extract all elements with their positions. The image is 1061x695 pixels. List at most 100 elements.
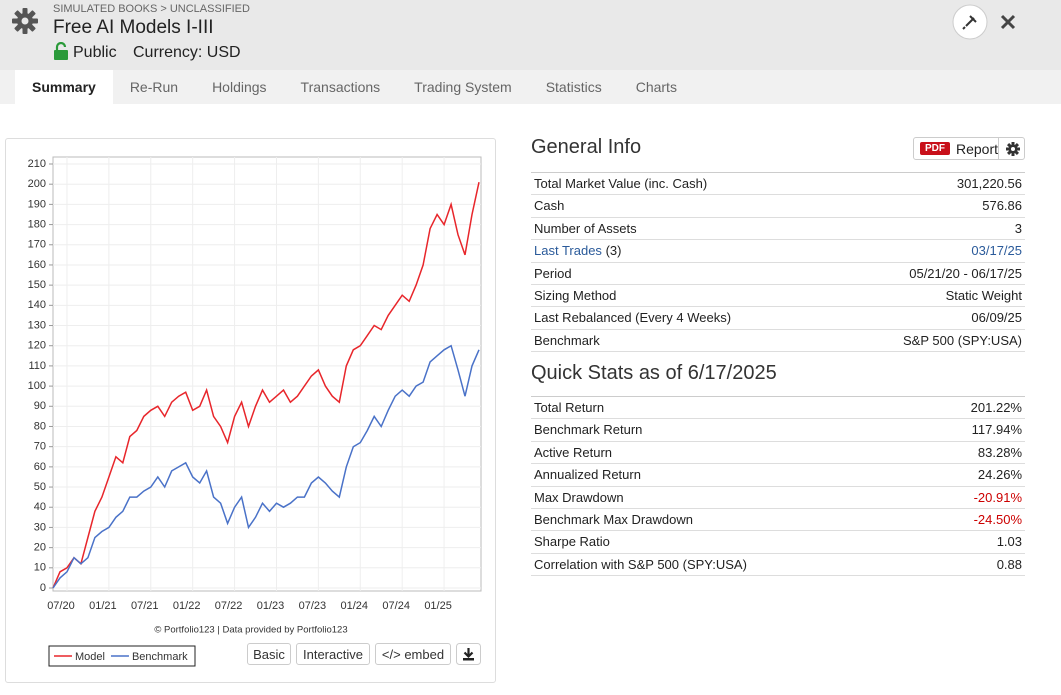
row-value: -24.50%	[973, 511, 1022, 527]
chart: 0 10 20 30 40 50 60 70 80 90 100 110 120 130 140 150 160…	[28, 156, 482, 667]
row-label: Last Rebalanced (Every 4 Weeks)	[534, 310, 732, 326]
tab[interactable]: Holdings	[212, 79, 267, 95]
row-value: 301,220.56	[956, 176, 1022, 191]
table-row: Correlation with S&P 500 (SPY:USA) 0.88	[531, 554, 1025, 577]
lock-icon	[54, 42, 68, 60]
header	[0, 0, 1061, 70]
row-label: Correlation with S&P 500 (SPY:USA)	[534, 556, 747, 572]
close-button[interactable]	[1000, 14, 1016, 30]
settings-icon[interactable]	[11, 7, 39, 35]
y-tick-label: 100	[28, 380, 46, 392]
y-tick-label: 110	[28, 360, 46, 372]
y-tick-label: 190	[28, 198, 46, 210]
embed-button[interactable]: </> embed	[375, 643, 451, 665]
tab-bar: Summary Re-Run Holdings Transactions Trading…	[0, 70, 1061, 104]
row-label-cell: Sizing Method	[534, 285, 616, 306]
report-settings-icon[interactable]	[1006, 142, 1020, 156]
table-row: Benchmark S&P 500 (SPY:USA)	[531, 330, 1025, 353]
row-label-cell: Annualized Return	[534, 464, 641, 485]
row-value: 1.03	[996, 534, 1022, 550]
title: Free AI Models I-III	[53, 17, 214, 38]
pin-button[interactable]	[952, 4, 988, 40]
row-value: -20.91%	[973, 489, 1022, 505]
y-tick-label: 120	[28, 340, 46, 352]
legend-label: Model	[75, 651, 105, 663]
tab[interactable]: Statistics	[545, 79, 602, 95]
y-tick-label: 40	[34, 501, 46, 513]
table-row: Benchmark Return 117.94%	[531, 419, 1025, 442]
header-actions	[952, 4, 1016, 40]
plot-area	[52, 156, 482, 592]
x-tick-label: 01/23	[257, 600, 285, 612]
y-tick-label: 150	[28, 279, 46, 291]
visibility: Public	[73, 44, 117, 61]
table-row: Cash 576.86	[531, 195, 1025, 218]
report-label: Report	[956, 141, 999, 157]
tab[interactable]: Charts	[635, 79, 677, 95]
pdf-badge: PDF	[920, 142, 950, 155]
row-label-cell: Active Return	[534, 442, 612, 463]
basic-button[interactable]: Basic	[247, 643, 291, 665]
y-tick-label: 130	[28, 319, 46, 331]
tab[interactable]: Summary	[15, 70, 113, 104]
tab[interactable]: Re-Run	[129, 79, 179, 95]
row-value: 576.86	[982, 198, 1022, 214]
row-label-cell: Benchmark Return	[534, 419, 642, 440]
section-title: General Info	[531, 136, 642, 158]
table-row: Last Trades (3) 03/17/25	[531, 240, 1025, 263]
table-row: Max Drawdown -20.91%	[531, 487, 1025, 509]
row-label: Total Market Value (inc. Cash)	[534, 176, 708, 191]
table-row: Annualized Return 24.26%	[531, 464, 1025, 487]
y-tick-label: 170	[28, 239, 46, 251]
tab[interactable]: Transactions	[300, 79, 381, 95]
table-row: Total Market Value (inc. Cash) 301,220.56	[531, 173, 1025, 196]
download-button[interactable]	[456, 643, 481, 665]
table-row: Total Return 201.22%	[531, 397, 1025, 420]
table-row: Active Return 83.28%	[531, 442, 1025, 465]
row-value: 24.26%	[977, 467, 1022, 483]
y-tick-label: 0	[40, 582, 46, 594]
row-label-cell: Period	[534, 263, 572, 284]
table-row: Sharpe Ratio 1.03	[531, 531, 1025, 554]
breadcrumb[interactable]: SIMULATED BOOKS > UNCLASSIFIED	[53, 3, 250, 15]
tab[interactable]: Trading System	[414, 79, 512, 95]
row-value: 201.22%	[970, 400, 1022, 415]
y-tick-label: 70	[34, 441, 46, 453]
row-label-cell: Cash	[534, 195, 564, 216]
x-tick-label: 07/23	[299, 600, 327, 612]
table-row: Benchmark Max Drawdown -24.50%	[531, 509, 1025, 532]
row-label: Number of Assets	[534, 220, 637, 236]
y-tick-label: 80	[34, 420, 46, 432]
row-label: Active Return	[534, 444, 613, 460]
row-label: Annualized Return	[534, 467, 641, 483]
x-tick-label: 01/22	[173, 600, 201, 612]
row-label-cell: Total Return	[534, 397, 604, 418]
interactive-button[interactable]: Interactive	[296, 643, 370, 665]
report-button[interactable]: PDF Report	[913, 137, 1025, 160]
row-value: 05/21/20 - 06/17/25	[909, 265, 1022, 281]
quick-stats-table: Total Return 201.22% Benchmark Return 117.9…	[531, 396, 1025, 577]
y-tick-label: 20	[34, 542, 46, 554]
table-row: Sizing Method Static Weight	[531, 285, 1025, 308]
row-value[interactable]: 03/17/25	[971, 243, 1022, 259]
row-value: 117.94%	[971, 422, 1022, 438]
series-line	[52, 344, 480, 589]
y-tick-label: 200	[28, 178, 46, 190]
row-label-cell: Sharpe Ratio	[534, 531, 610, 552]
row-label-cell: Total Market Value (inc. Cash)	[534, 173, 707, 194]
row-value: Static Weight	[945, 287, 1022, 303]
y-tick-label: 210	[28, 158, 46, 170]
row-label[interactable]: Last Trades	[534, 243, 602, 259]
row-label: Benchmark Return	[534, 422, 643, 438]
row-label: Sharpe Ratio	[534, 534, 610, 550]
y-tick-label: 50	[34, 481, 46, 493]
x-tick-label: 01/25	[424, 600, 452, 612]
credit: © Portfolio123 | Data provided by Portfo…	[154, 625, 347, 636]
row-label-cell: Benchmark Max Drawdown	[534, 509, 693, 530]
series-line	[52, 182, 480, 589]
row-label: Benchmark	[534, 332, 600, 348]
x-tick-label: 01/24	[341, 600, 369, 612]
row-value: 3	[1014, 220, 1022, 236]
y-tick-label: 180	[28, 218, 46, 230]
y-tick-label: 60	[34, 461, 46, 473]
